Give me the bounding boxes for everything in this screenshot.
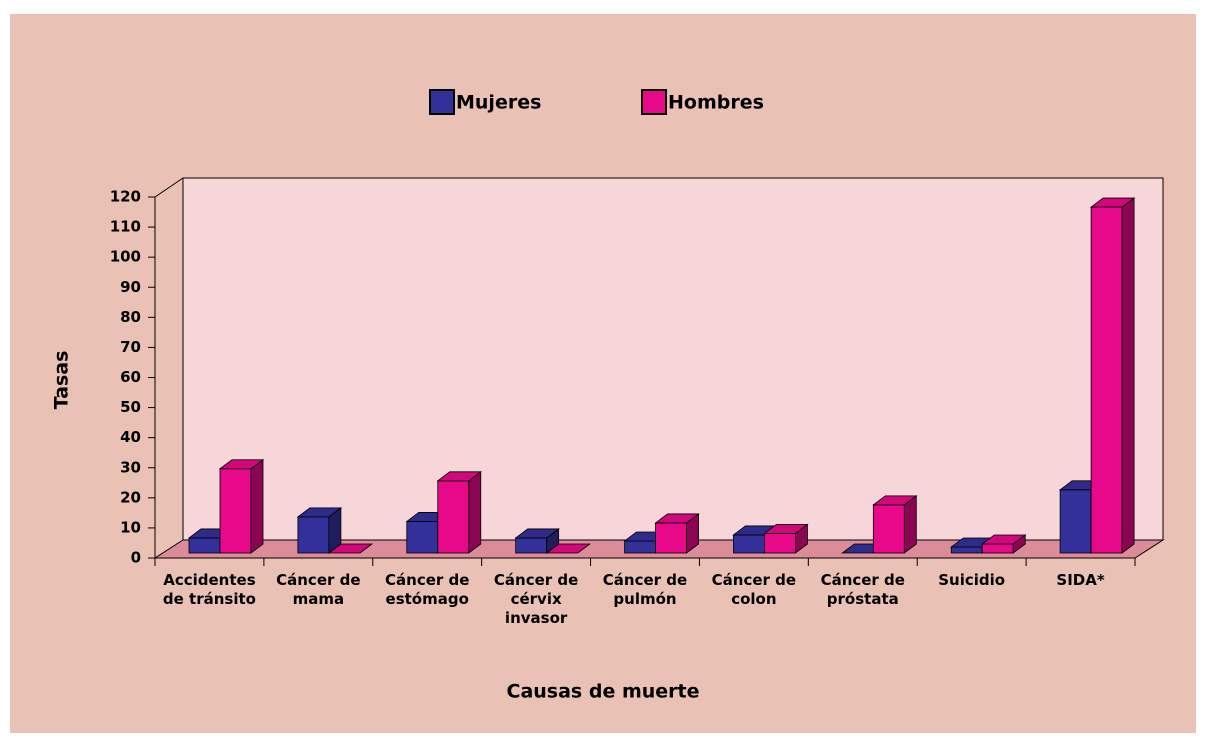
bar-top bbox=[436, 471, 482, 482]
legend-label: Mujeres bbox=[456, 92, 541, 114]
y-tick-label: 40 bbox=[120, 428, 141, 446]
bar-top bbox=[1089, 197, 1136, 208]
y-tick-label: 90 bbox=[120, 278, 141, 296]
bar bbox=[436, 470, 482, 554]
legend-swatch bbox=[641, 89, 667, 115]
bar-top bbox=[296, 507, 343, 518]
bar-top bbox=[763, 524, 809, 534]
bar-front bbox=[1059, 489, 1092, 554]
y-tick-label: 110 bbox=[110, 218, 141, 236]
bar-side bbox=[903, 495, 917, 554]
x-tick-label: Accidentes de tránsito bbox=[162, 571, 256, 608]
bar-top bbox=[654, 513, 700, 524]
bar-front bbox=[950, 546, 983, 554]
bar-top bbox=[327, 543, 374, 554]
bar-top bbox=[981, 534, 1027, 545]
bar-front bbox=[733, 534, 765, 554]
bar-front bbox=[297, 516, 330, 554]
bar-side bbox=[468, 470, 482, 554]
y-tick-label: 10 bbox=[120, 518, 141, 536]
bar-front bbox=[406, 521, 439, 554]
x-tick-label: Cáncer de estómago bbox=[385, 571, 470, 608]
y-tick-label: 100 bbox=[110, 248, 141, 266]
y-axis-top bbox=[154, 177, 184, 198]
bar-front bbox=[624, 540, 656, 554]
y-tick-label: 70 bbox=[120, 338, 141, 356]
back-wall bbox=[182, 177, 1164, 541]
bar bbox=[1089, 197, 1136, 554]
y-axis-title: Tasas bbox=[51, 351, 73, 410]
bar-top bbox=[545, 543, 591, 554]
y-tick-label: 120 bbox=[110, 188, 141, 206]
legend-label: Hombres bbox=[668, 92, 764, 114]
bar bbox=[763, 523, 809, 554]
bar bbox=[545, 543, 591, 554]
bar-front bbox=[981, 543, 1014, 554]
x-tick-label: Cáncer de colon bbox=[711, 571, 797, 608]
bar bbox=[872, 495, 918, 554]
y-tick-label: 80 bbox=[120, 308, 141, 326]
legend-swatch bbox=[429, 89, 455, 115]
bar-front bbox=[872, 504, 905, 554]
x-tick-label: Cáncer de mama bbox=[276, 571, 361, 608]
bar bbox=[981, 534, 1027, 554]
bar-front bbox=[655, 522, 687, 554]
y-tick-label: 60 bbox=[120, 368, 141, 386]
x-tick-label: Suicidio bbox=[938, 571, 1006, 589]
bar-front bbox=[515, 537, 548, 554]
bar-top bbox=[218, 459, 265, 470]
bar-front bbox=[437, 480, 470, 554]
bar-front bbox=[188, 537, 221, 554]
bar bbox=[296, 507, 343, 554]
x-tick-label: SIDA* bbox=[1056, 571, 1105, 589]
bar bbox=[327, 543, 374, 554]
x-tick-label: Cáncer de cérvix invasor bbox=[493, 571, 579, 627]
bar-front bbox=[1090, 206, 1123, 554]
y-tick-label: 0 bbox=[131, 549, 141, 567]
bar-top bbox=[514, 528, 560, 539]
x-tick-label: Cáncer de pulmón bbox=[602, 571, 688, 608]
x-tick-label: Cáncer de próstata bbox=[820, 571, 905, 608]
bar bbox=[218, 458, 265, 554]
bar bbox=[654, 513, 700, 554]
bar-side bbox=[250, 458, 264, 554]
bar-side bbox=[1121, 197, 1135, 554]
x-axis-title: Causas de muerte bbox=[507, 681, 700, 703]
bar-front bbox=[764, 533, 796, 554]
y-tick-label: 20 bbox=[120, 488, 141, 506]
y-tick-label: 50 bbox=[120, 398, 141, 416]
bar-front bbox=[219, 468, 252, 554]
bar bbox=[514, 528, 560, 554]
bar-top bbox=[872, 495, 918, 506]
y-tick-label: 30 bbox=[120, 458, 141, 476]
